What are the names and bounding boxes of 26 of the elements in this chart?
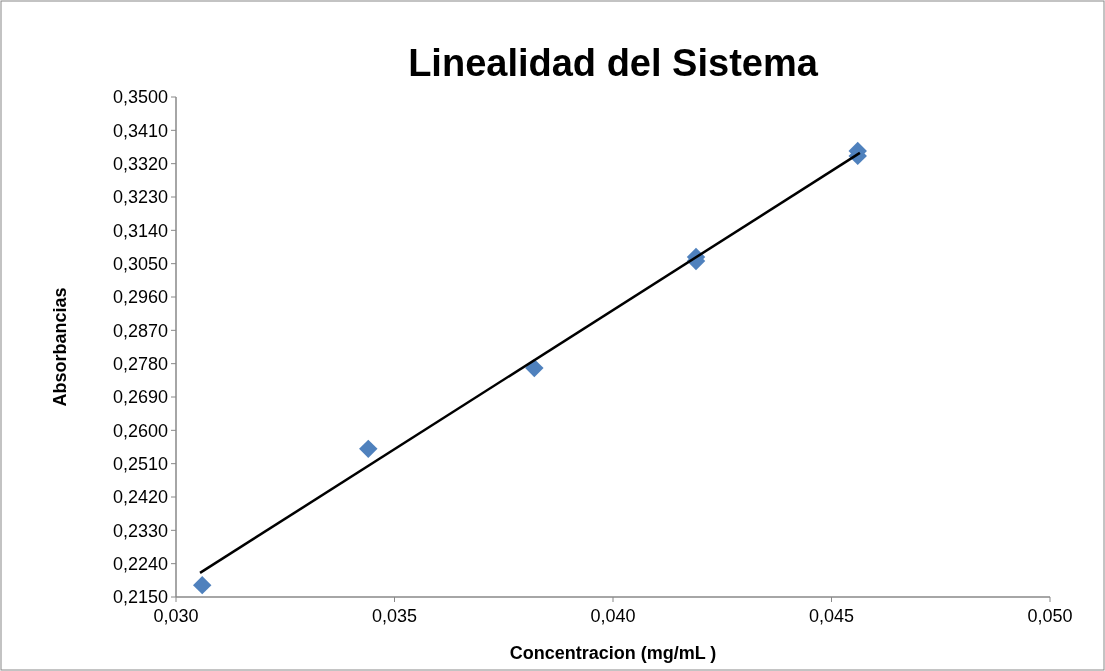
y-tick-label: 0,3500	[112, 87, 168, 108]
y-tick-label: 0,2690	[112, 387, 168, 408]
x-tick-label: 0,050	[1027, 606, 1073, 626]
x-tick-label: 0,045	[808, 606, 855, 626]
x-tick-label: 0,040	[590, 606, 636, 626]
x-axis-title: Concentracion (mg/mL )	[509, 643, 717, 663]
y-tick-label: 0,2780	[112, 353, 168, 374]
y-tick-label: 0,2870	[112, 320, 168, 341]
chart-title: Linealidad del Sistema	[408, 42, 819, 84]
y-tick-label: 0,2150	[112, 587, 168, 608]
x-tick-label: 0,035	[371, 606, 418, 626]
y-tick-label: 0,3320	[112, 153, 168, 174]
y-tick-label: 0,3050	[112, 253, 168, 274]
y-tick-label: 0,2510	[112, 453, 168, 474]
y-tick-label: 0,3410	[112, 120, 168, 141]
y-axis-title: Absorbancias	[50, 287, 70, 407]
y-tick-label: 0,2420	[112, 487, 168, 508]
x-tick-label: 0,030	[153, 606, 199, 626]
y-tick-label: 0,3230	[112, 187, 168, 208]
y-tick-label: 0,2600	[112, 420, 168, 441]
y-tick-label: 0,2960	[112, 287, 168, 308]
y-tick-label: 0,2240	[112, 553, 168, 574]
y-tick-label: 0,2330	[112, 520, 168, 541]
point	[193, 575, 212, 595]
point	[359, 439, 378, 459]
y-tick-label: 0,3140	[112, 220, 168, 241]
